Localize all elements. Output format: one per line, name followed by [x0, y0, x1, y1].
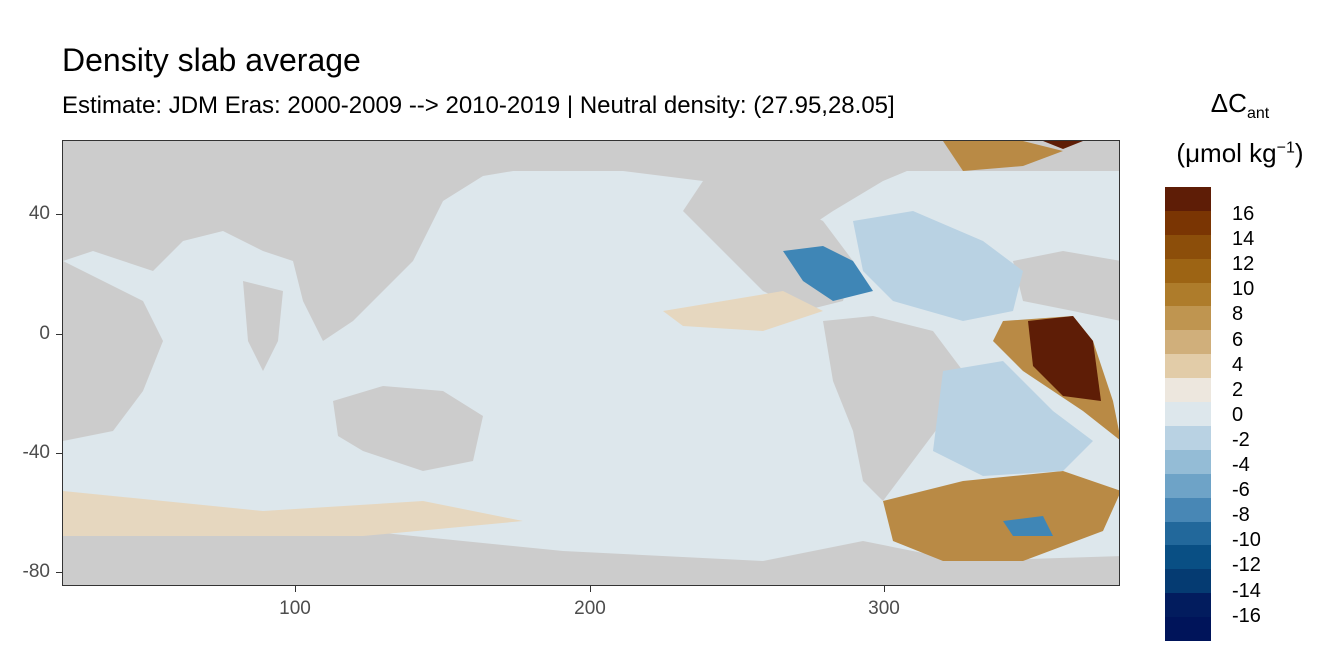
legend-variable: ΔC: [1210, 88, 1247, 118]
anomaly-neg-caribbean: [783, 246, 873, 301]
legend-label: -10: [1232, 529, 1261, 552]
anomaly-neg-southern: [1003, 516, 1053, 536]
land-south-america: [823, 316, 963, 501]
y-tick-0: [56, 334, 62, 335]
legend-colorbar: [1165, 187, 1211, 642]
land-africa: [63, 261, 163, 441]
legend-color-step: [1165, 473, 1211, 499]
anomaly-pos-north: [943, 141, 1063, 171]
y-tick-label: -80: [22, 561, 50, 582]
legend-label: -6: [1232, 479, 1250, 502]
legend-color-step: [1165, 306, 1211, 331]
legend-color-step: [1165, 545, 1211, 570]
y-tick-label: 0: [39, 323, 50, 344]
legend-subscript: ant: [1246, 105, 1270, 123]
chart-subtitle: Estimate: JDM Eras: 2000-2009 --> 2010-2…: [62, 92, 895, 119]
anomaly-pos-hotspot: [1028, 316, 1101, 401]
anomaly-neg-south-atlantic: [933, 361, 1093, 476]
land-australia: [333, 386, 483, 471]
map-panel: [62, 140, 1120, 586]
legend-label: -14: [1232, 579, 1261, 602]
y-tick-label: 40: [28, 203, 50, 224]
legend-color-step: [1165, 593, 1211, 618]
legend-color-step: [1165, 187, 1211, 212]
legend-title: ΔCant: [1160, 88, 1320, 123]
anomaly-pos-north-dark: [1043, 141, 1083, 149]
y-tick-40: [56, 214, 62, 215]
legend-color-step: [1165, 617, 1211, 642]
legend-label: 4: [1232, 353, 1244, 376]
legend-label: 16: [1232, 203, 1255, 225]
land-india: [243, 281, 283, 371]
legend-color-step: [1165, 330, 1211, 355]
y-tick-neg80: [56, 572, 62, 573]
land-antarctica: [63, 531, 1119, 585]
legend-label: 0: [1232, 403, 1244, 426]
legend-color-step: [1165, 282, 1211, 307]
legend-color-step: [1165, 402, 1211, 427]
legend-label: -16: [1232, 604, 1261, 627]
legend-color-step: [1165, 378, 1211, 403]
legend-unit-superscript: −1: [1276, 139, 1295, 157]
legend-label: -12: [1232, 554, 1261, 577]
legend-color-step: [1165, 497, 1211, 523]
anomaly-pos-light-south: [63, 491, 523, 536]
legend-label: -8: [1232, 504, 1250, 527]
anomaly-pos-light-pacific: [663, 291, 823, 331]
legend-label: 14: [1232, 228, 1255, 251]
legend-color-step: [1165, 210, 1211, 236]
legend-label: 6: [1232, 328, 1244, 351]
legend-label: -2: [1232, 428, 1250, 451]
legend-label: 8: [1232, 303, 1244, 326]
legend-color-step: [1165, 521, 1211, 546]
anomaly-neg-north-atlantic: [853, 211, 1023, 321]
x-tick-300: [884, 586, 885, 592]
legend-label: 10: [1232, 278, 1255, 301]
land-eurasia: [63, 141, 1119, 341]
map-svg: [63, 141, 1119, 585]
legend-unit-open: (μmol kg: [1176, 138, 1277, 168]
legend-color-step: [1165, 425, 1211, 451]
legend-label: 2: [1232, 378, 1244, 401]
legend-color-step: [1165, 258, 1211, 284]
anomaly-pos-south-atlantic: [883, 471, 1119, 561]
legend-color-step: [1165, 354, 1211, 379]
legend-label: 12: [1232, 253, 1255, 276]
x-tick-200: [590, 586, 591, 592]
chart-title: Density slab average: [62, 42, 361, 78]
legend-unit: (μmol kg−1): [1160, 138, 1320, 169]
legend-label: -4: [1232, 454, 1250, 476]
x-tick-100: [295, 586, 296, 592]
y-tick-neg40: [56, 453, 62, 454]
x-tick-label: 200: [574, 598, 606, 619]
x-tick-label: 300: [868, 598, 900, 619]
x-tick-label: 100: [279, 598, 311, 619]
y-tick-label: -40: [22, 442, 50, 463]
legend-color-step: [1165, 569, 1211, 594]
land-west-africa: [1013, 251, 1119, 321]
legend-unit-close: ): [1294, 138, 1304, 168]
legend-color-step: [1165, 234, 1211, 260]
legend-color-step: [1165, 449, 1211, 475]
